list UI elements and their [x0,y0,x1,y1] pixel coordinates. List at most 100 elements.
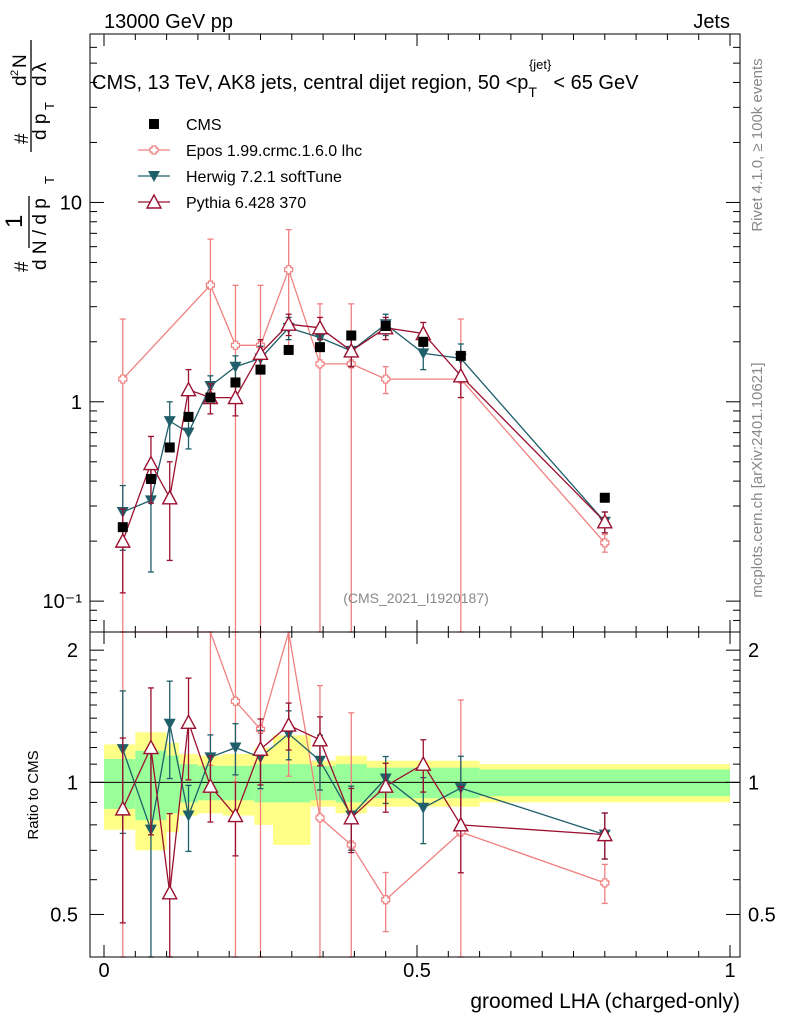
series-line [122,723,605,836]
data-point [381,895,391,905]
main-herwig [116,313,611,573]
data-point [114,532,131,548]
axis-ticks [90,33,740,957]
svg-text:1: 1 [1,215,28,228]
data-point [343,809,360,825]
data-point [230,377,241,388]
x-axis-label: groomed LHA (charged-only) [470,990,740,1013]
data-point [415,755,432,771]
data-point [163,416,176,428]
data-point [380,321,391,332]
data-point [283,344,294,355]
main-series-layer [114,229,613,633]
band-inner [104,759,136,809]
data-point [418,336,429,347]
ratio-uncertainty-bands [90,732,740,851]
legend-label: Herwig 7.2.1 softTune [186,169,342,186]
series-line [122,323,606,523]
tick-label: 10⁻¹ [43,591,83,613]
band-inner [222,765,255,801]
tick-label: 1 [67,772,78,794]
data-point [596,513,613,529]
data-point [346,330,357,341]
data-point [311,319,329,335]
data-point [452,816,469,832]
data-point [255,364,266,375]
ratio-y-label: Ratio to CMS [25,750,42,839]
data-point [599,492,610,503]
data-point [600,878,610,888]
band-inner [254,764,274,803]
header-right: Jets [693,11,730,33]
series-line [122,267,606,544]
data-point [142,455,160,471]
band-inner [273,764,311,803]
main-cms [117,321,610,533]
tick-label: 2 [748,640,759,662]
data-point [315,813,325,823]
data-point [381,374,391,384]
main-pythia [114,313,613,594]
data-point [280,716,297,732]
legend-entry: CMS [149,117,222,134]
analysis-id: (CMS_2021_I1920187) [343,590,489,606]
legend-label: CMS [186,117,222,134]
data-point [180,713,197,729]
svg-text:T: T [42,102,57,110]
svg-text:#: # [12,261,33,272]
svg-text:T: T [42,176,57,184]
data-point [227,807,244,823]
header-left: 13000 GeV pp [104,11,233,33]
ratio-series-layer [114,631,613,958]
data-point [142,739,160,755]
svg-text:d: d [30,75,51,86]
data-point [161,884,178,900]
rivet-label: Rivet 4.1.0, ≥ 100k events [749,58,766,231]
data-point [205,280,216,290]
legend-marker [148,171,160,182]
data-point [182,810,195,822]
tick-label: 0 [98,960,109,982]
data-point [118,374,128,384]
svg-text:#: # [12,133,33,144]
data-point [182,427,195,439]
data-point [227,389,244,405]
data-point [311,731,329,747]
data-point [230,340,241,350]
data-point [314,342,325,353]
data-point [252,344,269,361]
data-point [417,802,430,814]
data-point [202,777,219,793]
data-point [145,473,156,484]
data-point [455,350,466,361]
tick-label: 1 [724,960,735,982]
data-point [600,538,610,548]
legend-marker [149,145,159,155]
data-point [252,740,269,756]
svg-text:d: d [10,75,31,86]
legend-marker [145,193,163,209]
tick-label: 0.5 [403,960,431,982]
band-inner [166,755,180,814]
tick-label: 1 [748,772,759,794]
svg-text:N: N [10,54,31,68]
data-point [280,315,297,331]
ratio-plot-frame [89,631,741,958]
tick-label: 0.5 [50,904,78,926]
tick-label: 2 [67,640,78,662]
svg-text:2: 2 [9,70,21,76]
data-point [284,265,294,275]
data-point [596,826,613,842]
ratio-pythia [114,677,613,958]
data-point [183,411,194,422]
series-line [122,323,606,542]
mcplots-label: mcplots.cern.ch [arXiv:2401.10621] [749,362,766,597]
data-point [230,696,241,706]
data-point [377,777,394,793]
svg-text:λ: λ [30,62,51,72]
svg-text:d N / d p: d N / d p [30,198,51,270]
data-point [343,342,360,358]
legend-marker [149,119,159,129]
legend-label: Pythia 6.428 370 [186,195,306,212]
chart-title: CMS, 13 TeV, AK8 jets, central dijet reg… [92,57,639,100]
